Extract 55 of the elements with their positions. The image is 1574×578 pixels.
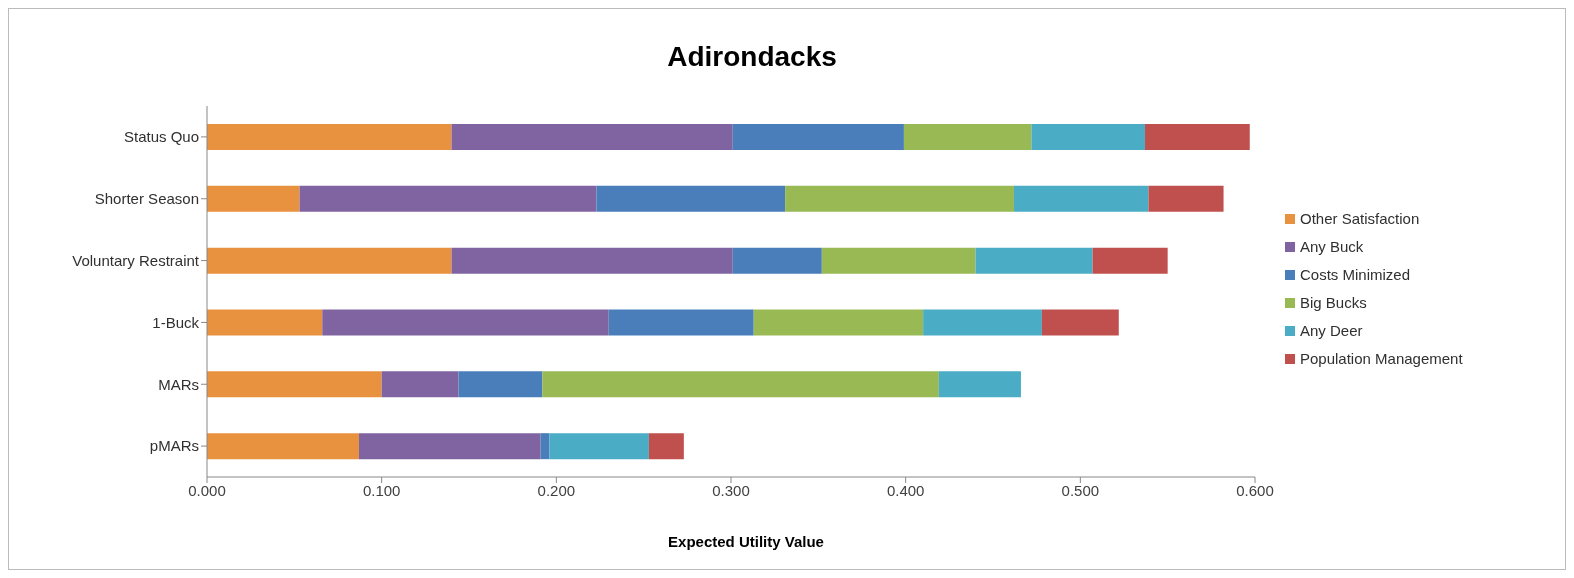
legend-label: Costs Minimized	[1300, 265, 1411, 285]
y-tick-label: MARs	[158, 375, 199, 393]
x-tick-label: 0.000	[188, 481, 226, 499]
bar	[1013, 185, 1149, 212]
x-tick-label: 0.300	[712, 481, 750, 499]
legend-label: Any Buck	[1300, 237, 1364, 257]
x-tick-label: 0.400	[886, 481, 925, 499]
bar	[753, 309, 924, 336]
bar	[542, 371, 939, 398]
bar	[381, 371, 459, 398]
chart-title: Adirondacks	[666, 41, 838, 73]
bar	[207, 247, 452, 274]
bar	[358, 433, 541, 460]
bar	[732, 124, 904, 150]
bar	[322, 309, 609, 336]
bar	[1144, 124, 1250, 150]
bar	[903, 124, 1032, 150]
bar	[923, 309, 1042, 336]
bar	[732, 247, 822, 274]
legend-label: Population Management	[1300, 349, 1463, 369]
x-tick-label: 0.100	[362, 481, 401, 499]
legend-label: Other Satisfaction	[1300, 209, 1420, 229]
bar	[299, 185, 597, 212]
y-tick-label: Status Quo	[123, 128, 199, 146]
bar	[608, 309, 754, 336]
bar	[207, 309, 323, 336]
bar	[1031, 124, 1145, 150]
bar	[785, 185, 1014, 212]
bar	[540, 433, 550, 460]
legend-label: Any Deer	[1300, 321, 1363, 341]
bar	[451, 247, 733, 274]
bar	[207, 371, 382, 398]
bar	[648, 433, 684, 460]
bar	[975, 247, 1093, 274]
y-tick-label: 1-Buck	[152, 313, 200, 331]
bar	[458, 371, 543, 398]
y-tick-label: pMARs	[149, 437, 199, 455]
x-tick-label: 0.500	[1061, 481, 1100, 499]
bar	[207, 185, 300, 212]
y-tick-label: Voluntary Restraint	[72, 251, 200, 269]
bar	[1092, 247, 1168, 274]
x-axis-title: Expected Utility Value	[667, 533, 825, 550]
bar	[938, 371, 1021, 398]
y-tick-label: Shorter Season	[94, 190, 199, 208]
bar	[1148, 185, 1224, 212]
bar	[451, 124, 733, 150]
bar	[821, 247, 976, 274]
legend-label: Big Bucks	[1300, 293, 1367, 313]
bar	[596, 185, 786, 212]
x-tick-label: 0.200	[537, 481, 576, 499]
bar	[207, 124, 452, 150]
bar	[207, 433, 359, 460]
x-tick-label: 0.600	[1236, 481, 1274, 499]
bar	[549, 433, 649, 460]
bar	[1041, 309, 1119, 336]
